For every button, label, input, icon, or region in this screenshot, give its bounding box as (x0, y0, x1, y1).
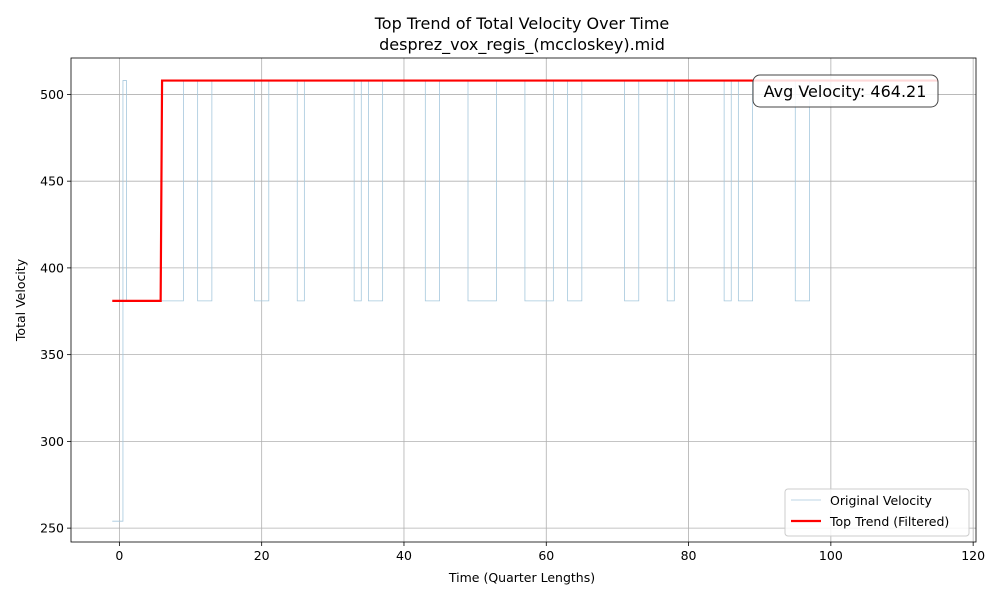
legend-label-top-trend: Top Trend (Filtered) (829, 514, 949, 529)
x-axis-label: Time (Quarter Lengths) (448, 570, 595, 585)
y-tick-label: 400 (40, 260, 64, 275)
annotation-box (752, 74, 939, 108)
x-tick-label: 0 (115, 548, 123, 563)
plot-background (71, 58, 976, 542)
plot-area (70, 57, 977, 543)
x-tick-label: 40 (396, 548, 412, 563)
y-axis-ticks: 250 300 350 400 450 500 (40, 87, 71, 536)
series-layer (112, 79, 938, 522)
x-tick-label: 100 (819, 548, 843, 563)
chart-title: Top Trend of Total Velocity Over Time (374, 14, 670, 33)
legend: Original Velocity Top Trend (Filtered) (784, 488, 970, 537)
x-tick-label: 20 (254, 548, 270, 563)
y-tick-label: 300 (40, 434, 64, 449)
y-tick-label: 450 (40, 174, 64, 189)
annotation-text: Avg Velocity: 464.21 (764, 82, 927, 101)
legend-box (784, 488, 970, 537)
legend-label-original-velocity: Original Velocity (830, 493, 933, 508)
y-tick-label: 350 (40, 347, 64, 362)
y-axis-label: Total Velocity (13, 258, 28, 342)
y-tick-label: 500 (40, 87, 64, 102)
x-tick-label: 120 (961, 548, 985, 563)
x-tick-label: 80 (681, 548, 697, 563)
avg-velocity-annotation: Avg Velocity: 464.21 (752, 74, 939, 108)
plot-frame (70, 57, 977, 543)
series-line-top-trend-filtered (112, 79, 938, 302)
x-tick-label: 60 (538, 548, 554, 563)
x-axis-ticks: 0 20 40 60 80 100 120 (115, 542, 985, 563)
y-tick-label: 250 (40, 521, 64, 536)
chart-subtitle: desprez_vox_regis_(mccloskey).mid (379, 35, 665, 55)
